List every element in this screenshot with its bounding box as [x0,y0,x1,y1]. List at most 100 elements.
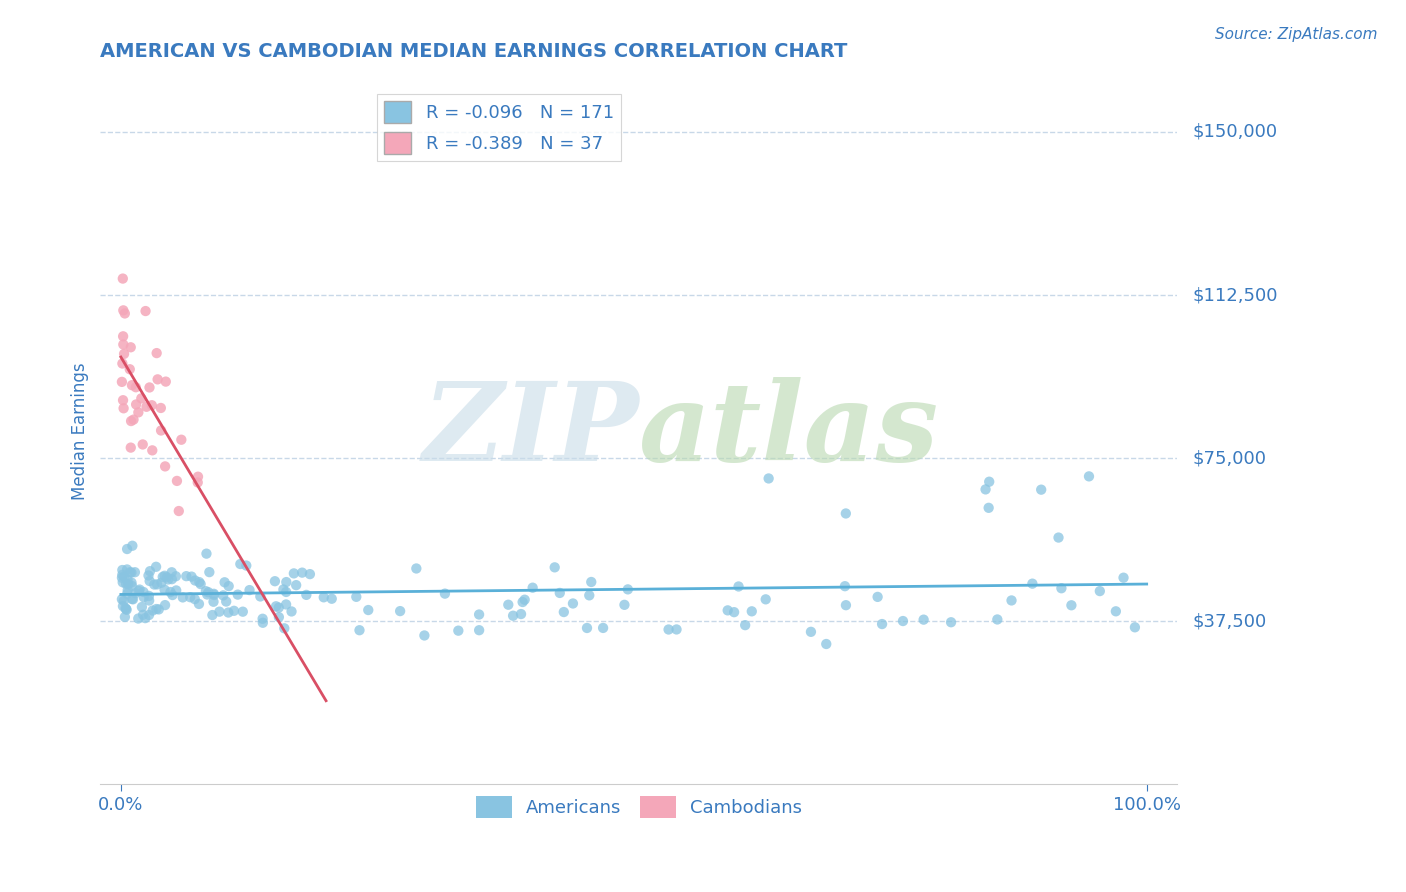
Point [138,568,160,582]
Point [280,604,302,618]
Point [613,598,636,612]
Point [131,599,153,614]
Point [1047,531,1070,545]
Point [160,566,183,580]
Point [321,591,343,606]
Point [468,607,491,622]
Point [150,424,173,438]
Point [891,614,914,628]
Point [218,579,240,593]
Point [498,598,520,612]
Point [433,587,456,601]
Point [215,594,238,608]
Point [132,607,155,622]
Point [389,604,412,618]
Point [135,304,157,318]
Point [114,601,136,615]
Point [142,603,165,617]
Point [138,589,160,603]
Point [132,437,155,451]
Point [758,471,780,485]
Point [111,567,134,582]
Point [125,397,148,411]
Text: $75,000: $75,000 [1192,450,1267,467]
Point [226,588,249,602]
Point [198,565,221,579]
Point [128,584,150,599]
Point [149,401,172,415]
Point [187,475,209,490]
Point [510,607,533,621]
Point [548,586,571,600]
Point [155,375,177,389]
Point [121,579,143,593]
Point [468,624,491,638]
Point [145,559,167,574]
Point [132,585,155,599]
Point [1112,571,1135,585]
Point [870,617,893,632]
Point [214,575,236,590]
Point [153,598,176,612]
Point [815,637,838,651]
Point [180,569,202,583]
Point [835,598,858,612]
Point [1000,593,1022,607]
Point [1050,581,1073,595]
Point [800,624,823,639]
Point [153,568,176,582]
Point [195,547,218,561]
Point [238,583,260,598]
Point [111,563,134,577]
Point [727,579,749,593]
Point [120,340,142,354]
Point [143,577,166,591]
Point [115,577,138,591]
Point [112,337,135,351]
Point [125,380,148,394]
Point [276,575,298,590]
Point [115,587,138,601]
Point [252,612,274,626]
Point [115,541,138,556]
Point [112,594,135,608]
Point [344,590,367,604]
Point [159,585,181,599]
Point [120,414,142,428]
Point [734,618,756,632]
Point [121,575,143,590]
Point [128,582,150,597]
Y-axis label: Median Earnings: Median Earnings [72,362,89,500]
Point [150,575,173,590]
Point [179,590,201,604]
Point [114,306,136,320]
Point [512,595,534,609]
Point [121,378,143,392]
Point [115,562,138,576]
Point [112,303,135,318]
Point [112,393,135,408]
Point [202,587,225,601]
Point [1078,469,1101,483]
Point [112,570,135,584]
Point [229,557,252,571]
Point [188,575,211,590]
Point [124,586,146,600]
Point [264,599,287,614]
Point [111,592,134,607]
Point [544,560,567,574]
Point [117,577,139,591]
Point [127,405,149,419]
Point [138,607,160,622]
Point [190,577,212,591]
Point [134,611,156,625]
Point [723,605,745,619]
Point [1123,620,1146,634]
Point [285,578,308,592]
Point [124,566,146,580]
Text: $150,000: $150,000 [1192,123,1278,141]
Point [447,624,470,638]
Point [912,613,935,627]
Point [122,412,145,426]
Point [312,591,335,605]
